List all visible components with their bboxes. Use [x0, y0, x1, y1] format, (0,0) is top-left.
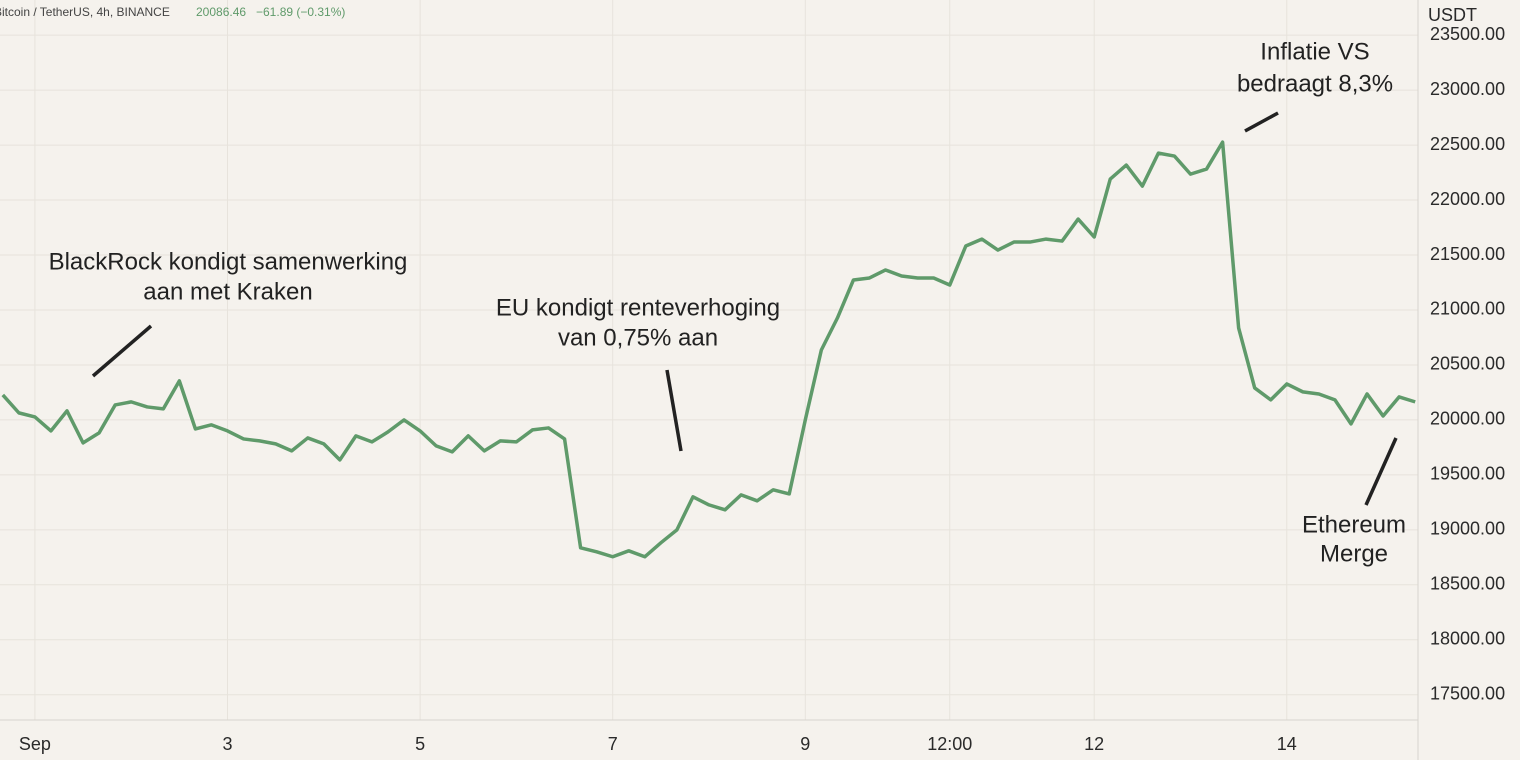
- x-tick-label: 14: [1277, 734, 1297, 754]
- y-tick-label: 21000.00: [1430, 299, 1505, 319]
- x-tick-label: 12: [1084, 734, 1104, 754]
- x-tick-label: 12:00: [927, 734, 972, 754]
- y-tick-label: 23500.00: [1430, 24, 1505, 44]
- price-change: −61.89 (−0.31%): [256, 5, 345, 19]
- y-tick-label: 20000.00: [1430, 409, 1505, 429]
- y-tick-label: 17500.00: [1430, 683, 1505, 703]
- x-tick-label: 7: [608, 734, 618, 754]
- annotation-pointer: [665, 369, 683, 452]
- y-tick-label: 19000.00: [1430, 519, 1505, 539]
- annotation-pointers: [91, 111, 1398, 506]
- x-tick-label: 5: [415, 734, 425, 754]
- price-line: [1, 140, 1416, 559]
- annotation: Merge: [1320, 540, 1388, 567]
- annotation: van 0,75% aan: [558, 324, 718, 351]
- x-tick-label: 9: [800, 734, 810, 754]
- x-tick-label: Sep: [19, 734, 51, 754]
- annotation: Ethereum: [1302, 511, 1406, 538]
- annotation-pointer: [1364, 437, 1398, 506]
- y-tick-label: 22000.00: [1430, 189, 1505, 209]
- annotation: EU kondigt renteverhoging: [496, 294, 780, 321]
- y-tick-label: 18500.00: [1430, 574, 1505, 594]
- y-tick-label: 18000.00: [1430, 629, 1505, 649]
- y-tick-label: 19500.00: [1430, 464, 1505, 484]
- y-tick-label: 22500.00: [1430, 134, 1505, 154]
- y-tick-label: 20500.00: [1430, 354, 1505, 374]
- x-tick-label: 3: [222, 734, 232, 754]
- y-axis-unit: USDT: [1428, 5, 1477, 25]
- annotation-pointer: [91, 324, 153, 378]
- annotation: BlackRock kondigt samenwerking: [49, 248, 408, 275]
- annotation: bedraagt 8,3%: [1237, 70, 1393, 97]
- last-price: 20086.46: [196, 5, 246, 19]
- y-tick-label: 23000.00: [1430, 79, 1505, 99]
- annotation: aan met Kraken: [143, 278, 312, 305]
- y-tick-label: 21500.00: [1430, 244, 1505, 264]
- annotation: Inflatie VS: [1260, 38, 1369, 65]
- grid: [0, 0, 1418, 720]
- annotation-pointer: [1244, 111, 1279, 133]
- symbol-header: Bitcoin / TetherUS, 4h, BINANCE: [0, 5, 170, 19]
